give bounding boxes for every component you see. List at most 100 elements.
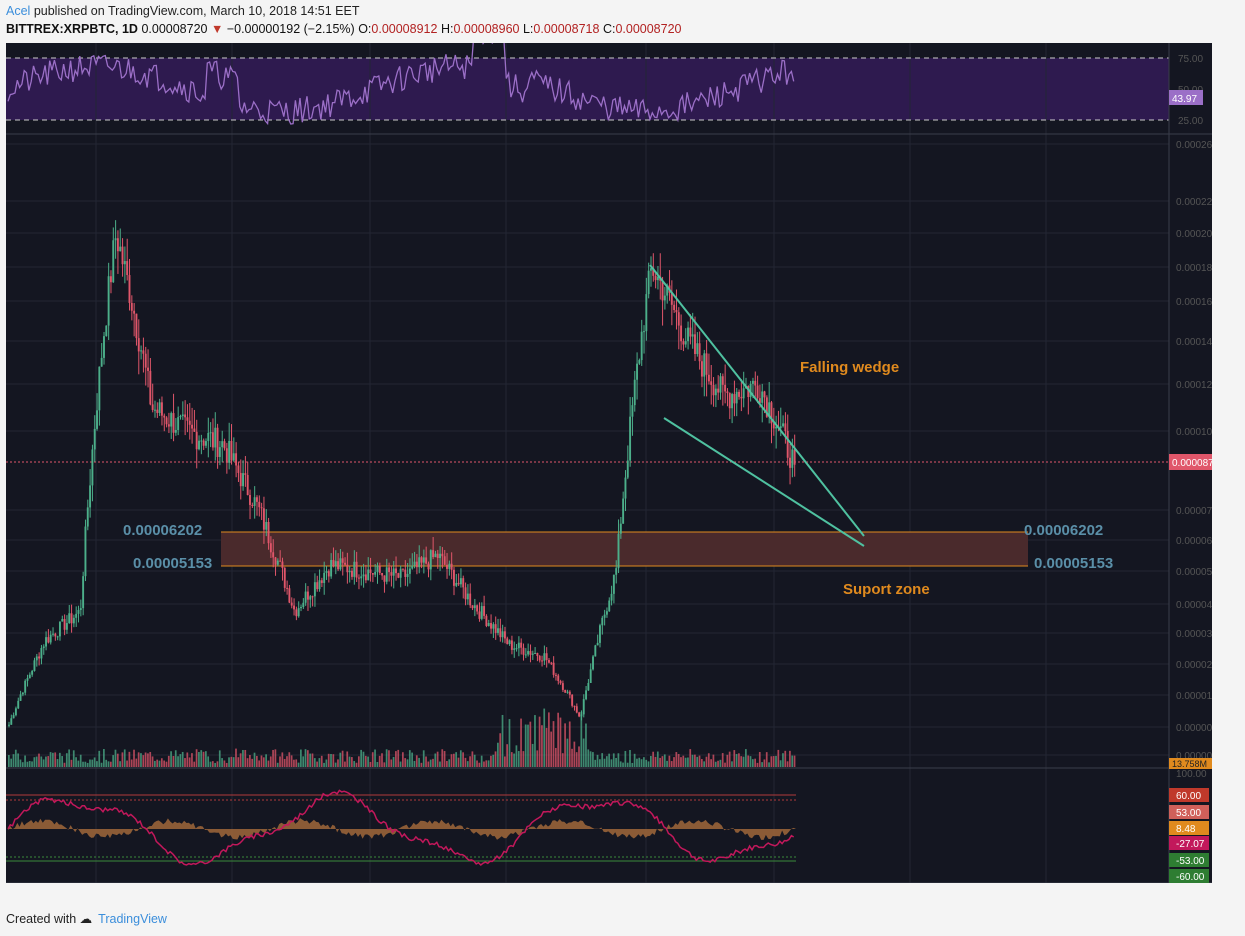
volume-bar [19,759,22,767]
candle-body [724,384,727,392]
candle-body [494,624,497,633]
volume-bar [165,761,168,767]
candle-body [717,388,720,393]
volume-bar [109,761,112,767]
volume-bar [61,756,64,767]
candle-body [17,700,20,709]
candle-body [388,567,391,573]
candle-body [156,409,159,413]
low-label: L: [522,22,534,36]
volume-bar [434,753,437,767]
tradingview-link[interactable]: TradingView [98,912,167,926]
volume-bar [469,756,471,767]
candle-body [58,621,61,637]
candle-body [98,366,101,411]
volume-bar [12,754,15,767]
volume-bar [156,759,159,767]
candle-body [207,432,210,442]
volume-bar [232,757,235,767]
candle-body [617,533,620,569]
candle-body [610,593,613,601]
candle-body [360,576,363,579]
close-value: 0.00008720 [615,22,682,36]
volume-bar [230,756,233,767]
candle-body [429,550,432,570]
volume-bar [756,762,759,767]
candle-body [123,261,126,265]
volume-bar [568,721,571,767]
volume-bar [21,762,24,767]
volume-bar [517,751,520,767]
candle-body [573,705,576,707]
volume-bar [144,752,147,767]
candle-body [353,561,356,577]
candle-body [673,304,676,311]
candle-body [283,568,286,588]
volume-bar [96,761,98,767]
volume-bar [357,756,360,767]
volume-bar [105,759,108,767]
volume-bar [45,756,47,767]
candle-body [615,568,618,575]
open-label: O: [358,22,372,36]
candle-body [96,410,98,429]
volume-bar [207,756,210,767]
candle-body [367,569,370,581]
candle-body [508,640,511,645]
candle-body [24,680,27,693]
candle-body [378,565,381,573]
volume-bar [177,756,179,767]
volume-bar [485,760,488,767]
volume-bar [656,751,659,767]
candle-body [174,429,177,433]
volume-bar [72,750,75,767]
candle-body [77,609,80,614]
high-value: 0.00008960 [453,22,520,36]
candle-body [506,638,509,645]
volume-bar [209,761,212,767]
volume-bar [717,760,719,767]
candle-body [362,574,365,577]
volume-bar [86,762,89,767]
candle-body [177,417,180,430]
candle-body [311,596,314,598]
volume-bar [362,751,365,767]
volume-bar [239,753,242,767]
volume-bar [251,758,254,767]
volume-bar [286,756,288,767]
volume-bar [791,755,794,767]
volume-bar [636,758,638,767]
candle-body [225,448,228,463]
volume-bar [200,750,203,767]
candle-body [552,662,555,675]
candle-body [103,336,105,358]
candle-body [726,391,729,394]
candle-body [8,724,10,726]
volume-bar [218,750,221,767]
candle-body [603,614,606,618]
volume-bar [786,761,789,767]
volume-bar [585,723,587,767]
volume-bar [309,753,312,767]
author-link[interactable]: Acel [6,4,31,18]
volume-bar [17,753,19,767]
candle-body [710,381,713,385]
candle-body [209,432,212,434]
candle-body [399,568,402,578]
candle-body [522,647,525,655]
candle-body [680,325,683,342]
volume-bar [353,761,356,767]
volume-bar [242,749,244,767]
volume-bar [184,758,186,767]
volume-bar [167,755,170,767]
candle-body [272,552,275,558]
chart-area[interactable]: Falling wedge Suport zone 0.00006202 0.0… [6,43,1229,898]
candle-body [100,357,103,367]
chart-svg[interactable]: Falling wedge Suport zone 0.00006202 0.0… [6,43,1229,898]
volume-bar [703,761,706,767]
candle-body [105,325,108,337]
price-change: −0.00000192 (−2.15%) [226,22,355,36]
candle-body [568,691,571,695]
candle-body [202,440,205,446]
